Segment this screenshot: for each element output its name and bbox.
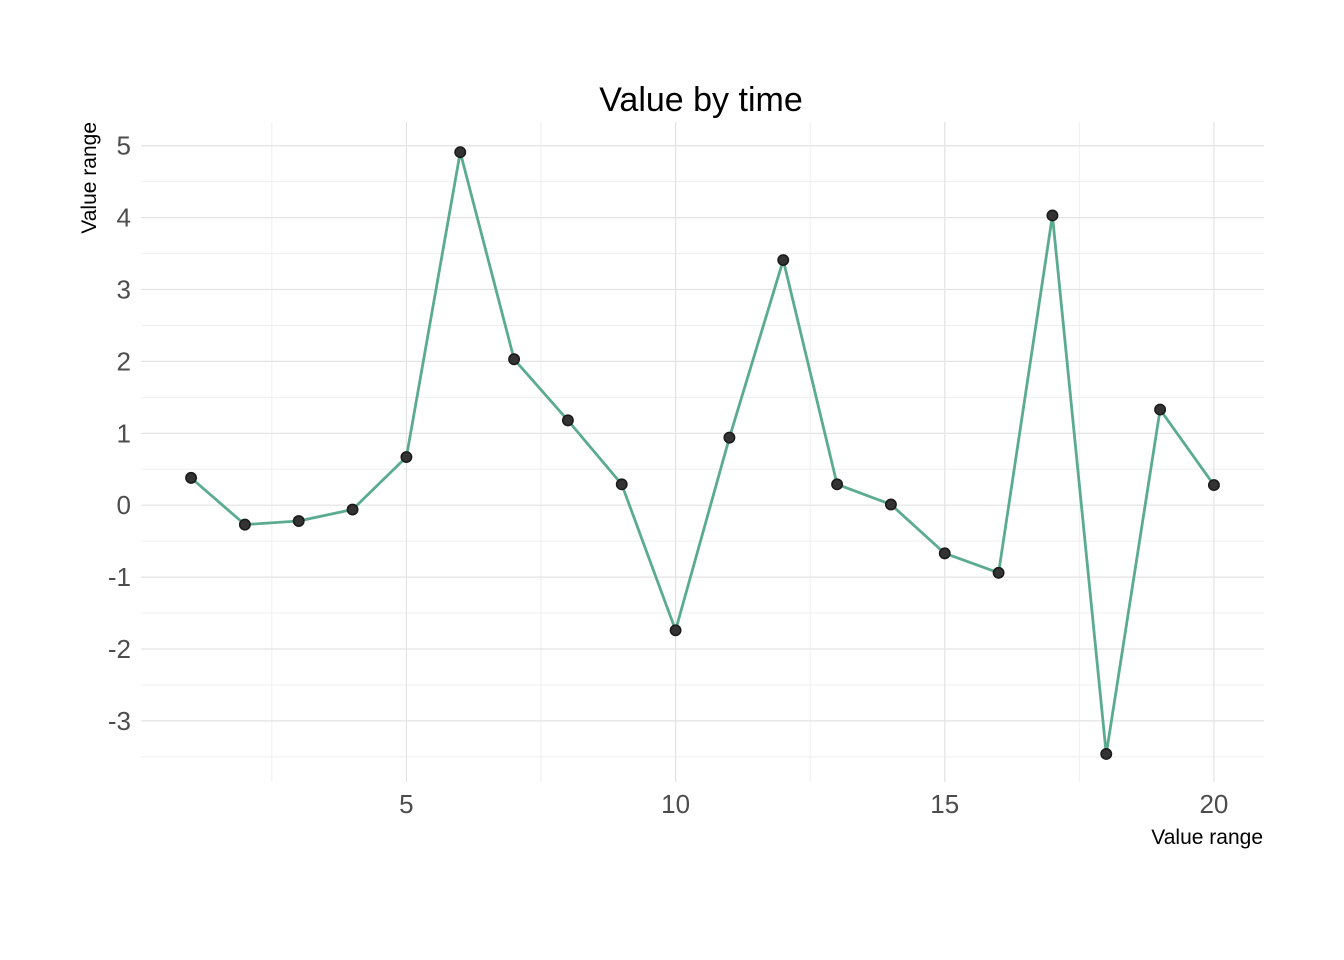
- y-tick-label: -3: [108, 706, 131, 736]
- data-point: [185, 471, 198, 484]
- x-tick-label: 5: [399, 789, 413, 819]
- x-tick-label: 20: [1199, 789, 1228, 819]
- data-point: [400, 451, 413, 463]
- data-point: [615, 478, 628, 491]
- y-tick-label: 0: [117, 490, 131, 520]
- series-line: [190, 150, 1216, 756]
- y-tick-label: -1: [108, 562, 131, 592]
- data-point: [238, 518, 251, 531]
- data-point: [938, 547, 951, 560]
- major-gridlines: [141, 122, 1264, 782]
- data-point: [992, 566, 1005, 579]
- y-axis-tick-labels: -3 -2 -1 0 1 2 3 4 5: [108, 131, 131, 736]
- chart-title: Value by time: [599, 81, 802, 119]
- y-tick-label: -2: [108, 634, 131, 664]
- data-point: [831, 478, 844, 491]
- x-axis-title: Value range: [1151, 826, 1263, 849]
- minor-gridlines: [141, 122, 1264, 782]
- y-tick-label: 1: [117, 418, 131, 448]
- data-point: [884, 498, 897, 511]
- x-axis-tick-labels: 5 10 15 20: [399, 789, 1228, 819]
- data-point: [1100, 748, 1113, 760]
- series-layer: [190, 150, 1216, 756]
- data-point: [1154, 403, 1167, 416]
- data-point: [777, 254, 790, 266]
- y-tick-label: 2: [117, 346, 131, 376]
- y-axis-title: Value range: [78, 122, 101, 234]
- data-point: [723, 431, 736, 444]
- points-layer: [185, 146, 1220, 760]
- x-tick-label: 10: [661, 789, 690, 819]
- x-tick-label: 15: [930, 789, 959, 819]
- y-tick-label: 4: [117, 203, 131, 233]
- data-point: [1207, 479, 1220, 492]
- y-tick-label: 5: [117, 131, 131, 161]
- y-tick-label: 3: [117, 275, 131, 305]
- data-point: [1046, 209, 1059, 222]
- data-point: [346, 503, 359, 516]
- data-point: [508, 353, 521, 366]
- data-point: [669, 624, 682, 637]
- data-point: [454, 146, 467, 159]
- data-point: [561, 414, 574, 427]
- data-point: [292, 515, 305, 527]
